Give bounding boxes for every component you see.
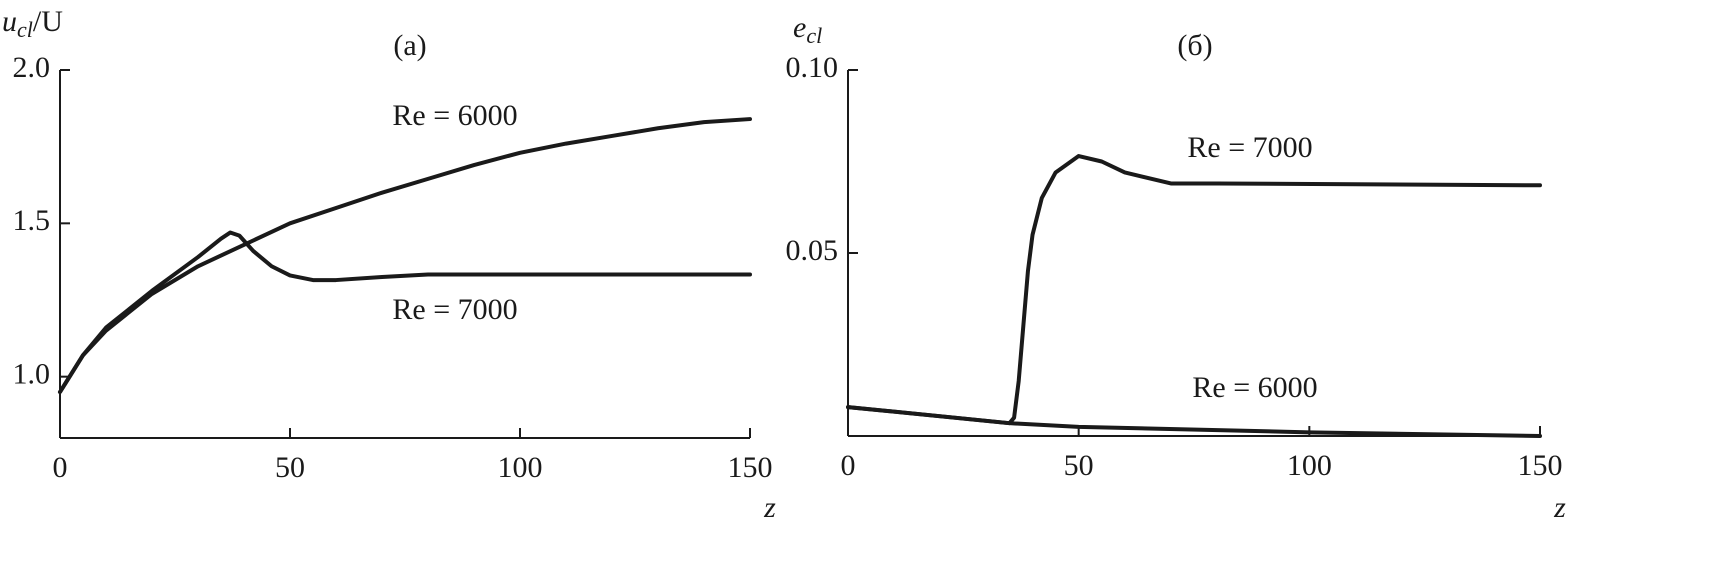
y-axis-label-part: cl [806, 23, 822, 48]
y-tick-label: 2.0 [13, 51, 51, 84]
x-tick-label: 100 [498, 451, 543, 484]
y-tick-label: 0.05 [786, 234, 839, 267]
series-label: Re = 6000 [1192, 371, 1317, 404]
x-axis-label: z [763, 491, 776, 524]
y-tick-label: 0.10 [786, 51, 839, 84]
y-axis-label: ucl/U [2, 5, 63, 42]
x-tick-label: 100 [1287, 449, 1332, 482]
line [58, 230, 752, 394]
y-axis-label-part: e [793, 11, 806, 44]
line [846, 405, 1542, 438]
series-label: Re = 6000 [392, 99, 517, 132]
y-tick-label: 1.5 [13, 204, 51, 237]
y-axis-label-part: /U [33, 5, 63, 38]
x-tick-label: 50 [1064, 449, 1094, 482]
y-tick-label: 1.0 [13, 358, 51, 391]
y-axis-label: ecl [793, 11, 822, 48]
x-tick-label: 0 [841, 449, 856, 482]
series-label: Re = 7000 [1187, 131, 1312, 164]
x-tick-label: 50 [275, 451, 305, 484]
line [58, 117, 752, 394]
x-axis-label: z [1553, 491, 1566, 524]
line [846, 154, 1542, 426]
panel-title: (б) [1177, 29, 1212, 62]
x-tick-label: 150 [728, 451, 773, 484]
y-axis-label-part: u [2, 5, 17, 38]
y-axis-label-part: cl [17, 17, 33, 42]
x-tick-label: 150 [1518, 449, 1563, 482]
x-tick-label: 0 [53, 451, 68, 484]
panel-title: (a) [393, 29, 426, 62]
series-label: Re = 7000 [392, 293, 517, 326]
